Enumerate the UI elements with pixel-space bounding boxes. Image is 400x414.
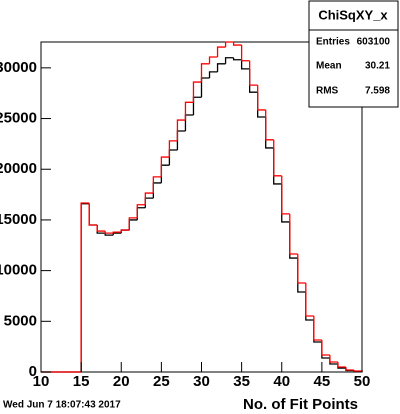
- histogram-bin: [337, 361, 346, 368]
- histogram-bin: [240, 45, 250, 62]
- histogram-bin: [208, 56, 218, 64]
- histogram-bin: [273, 139, 282, 177]
- x-tick-label: 35: [233, 373, 250, 390]
- x-tick-label: 25: [153, 373, 170, 390]
- histogram-bin: [88, 202, 98, 226]
- histogram-bin: [144, 192, 154, 205]
- x-tick-label: 15: [73, 373, 90, 390]
- x-tick-label: 45: [314, 373, 331, 390]
- histogram-bin: [232, 57, 242, 61]
- histogram-bin: [168, 140, 178, 158]
- histogram-bin: [112, 231, 122, 234]
- stats-label: Entries: [316, 37, 350, 48]
- histogram-bin: [216, 46, 226, 58]
- y-tick-label: 25000: [0, 110, 37, 127]
- histogram-bin: [136, 204, 146, 218]
- y-tick-label: 20000: [0, 160, 37, 177]
- histogram-bin: [184, 101, 194, 121]
- histogram-bin: [257, 85, 266, 111]
- stats-label: Mean: [316, 61, 342, 72]
- y-tick-label: 30000: [0, 59, 37, 76]
- stats-label: RMS: [316, 86, 339, 97]
- y-tick-label: 5000: [4, 312, 37, 329]
- stats-value: 30.21: [365, 61, 390, 72]
- stats-box: ChiSqXY_x Entries 603100 Mean 30.21 RMS …: [308, 0, 399, 108]
- x-axis-label: No. of Fit Points: [243, 396, 358, 413]
- histogram-bin: [265, 109, 274, 141]
- histogram-bin: [96, 224, 106, 232]
- histogram-bin: [313, 316, 322, 341]
- histogram-bin: [305, 282, 314, 317]
- histogram-bin: [329, 354, 338, 363]
- histogram-bin: [120, 229, 130, 233]
- stats-value: 603100: [357, 37, 391, 48]
- footer-date: Wed Jun 7 18:07:43 2017: [3, 400, 121, 411]
- y-tick-label: 15000: [0, 211, 37, 228]
- y-tick-label: 10000: [0, 262, 37, 279]
- histogram-bin: [249, 60, 258, 86]
- histogram-bin: [216, 63, 226, 72]
- histogram-bin: [104, 231, 114, 234]
- histogram-bin: [321, 339, 330, 356]
- stats-frame: [308, 0, 399, 108]
- y-tick-label: 0: [29, 363, 37, 380]
- histogram-bin: [281, 175, 290, 215]
- x-tick-label: 40: [273, 373, 290, 390]
- histogram-bin: [152, 176, 162, 194]
- histogram-bin: [192, 81, 202, 103]
- stats-title: ChiSqXY_x: [318, 7, 388, 22]
- histogram-bin: [176, 119, 186, 141]
- histogram-bin: [200, 63, 210, 83]
- histogram-bin: [224, 57, 234, 64]
- x-tick-label: 50: [354, 373, 371, 390]
- histogram-bin: [232, 42, 242, 46]
- histogram-bin: [345, 367, 354, 371]
- x-tick-label: 20: [113, 373, 130, 390]
- histogram-bin: [224, 41, 234, 48]
- x-tick-label: 10: [33, 373, 50, 390]
- histogram-bin: [208, 71, 218, 78]
- histogram-bin: [160, 156, 170, 177]
- histogram-bin: [240, 59, 250, 70]
- histogram-bin: [289, 213, 298, 255]
- histogram: [41, 41, 363, 373]
- stats-value: 7.598: [365, 86, 390, 97]
- histogram-bin: [128, 217, 138, 231]
- histogram-bin: [80, 202, 90, 372]
- x-tick-label: 30: [193, 373, 210, 390]
- histogram-bin: [104, 233, 114, 236]
- histogram-bin: [297, 253, 306, 284]
